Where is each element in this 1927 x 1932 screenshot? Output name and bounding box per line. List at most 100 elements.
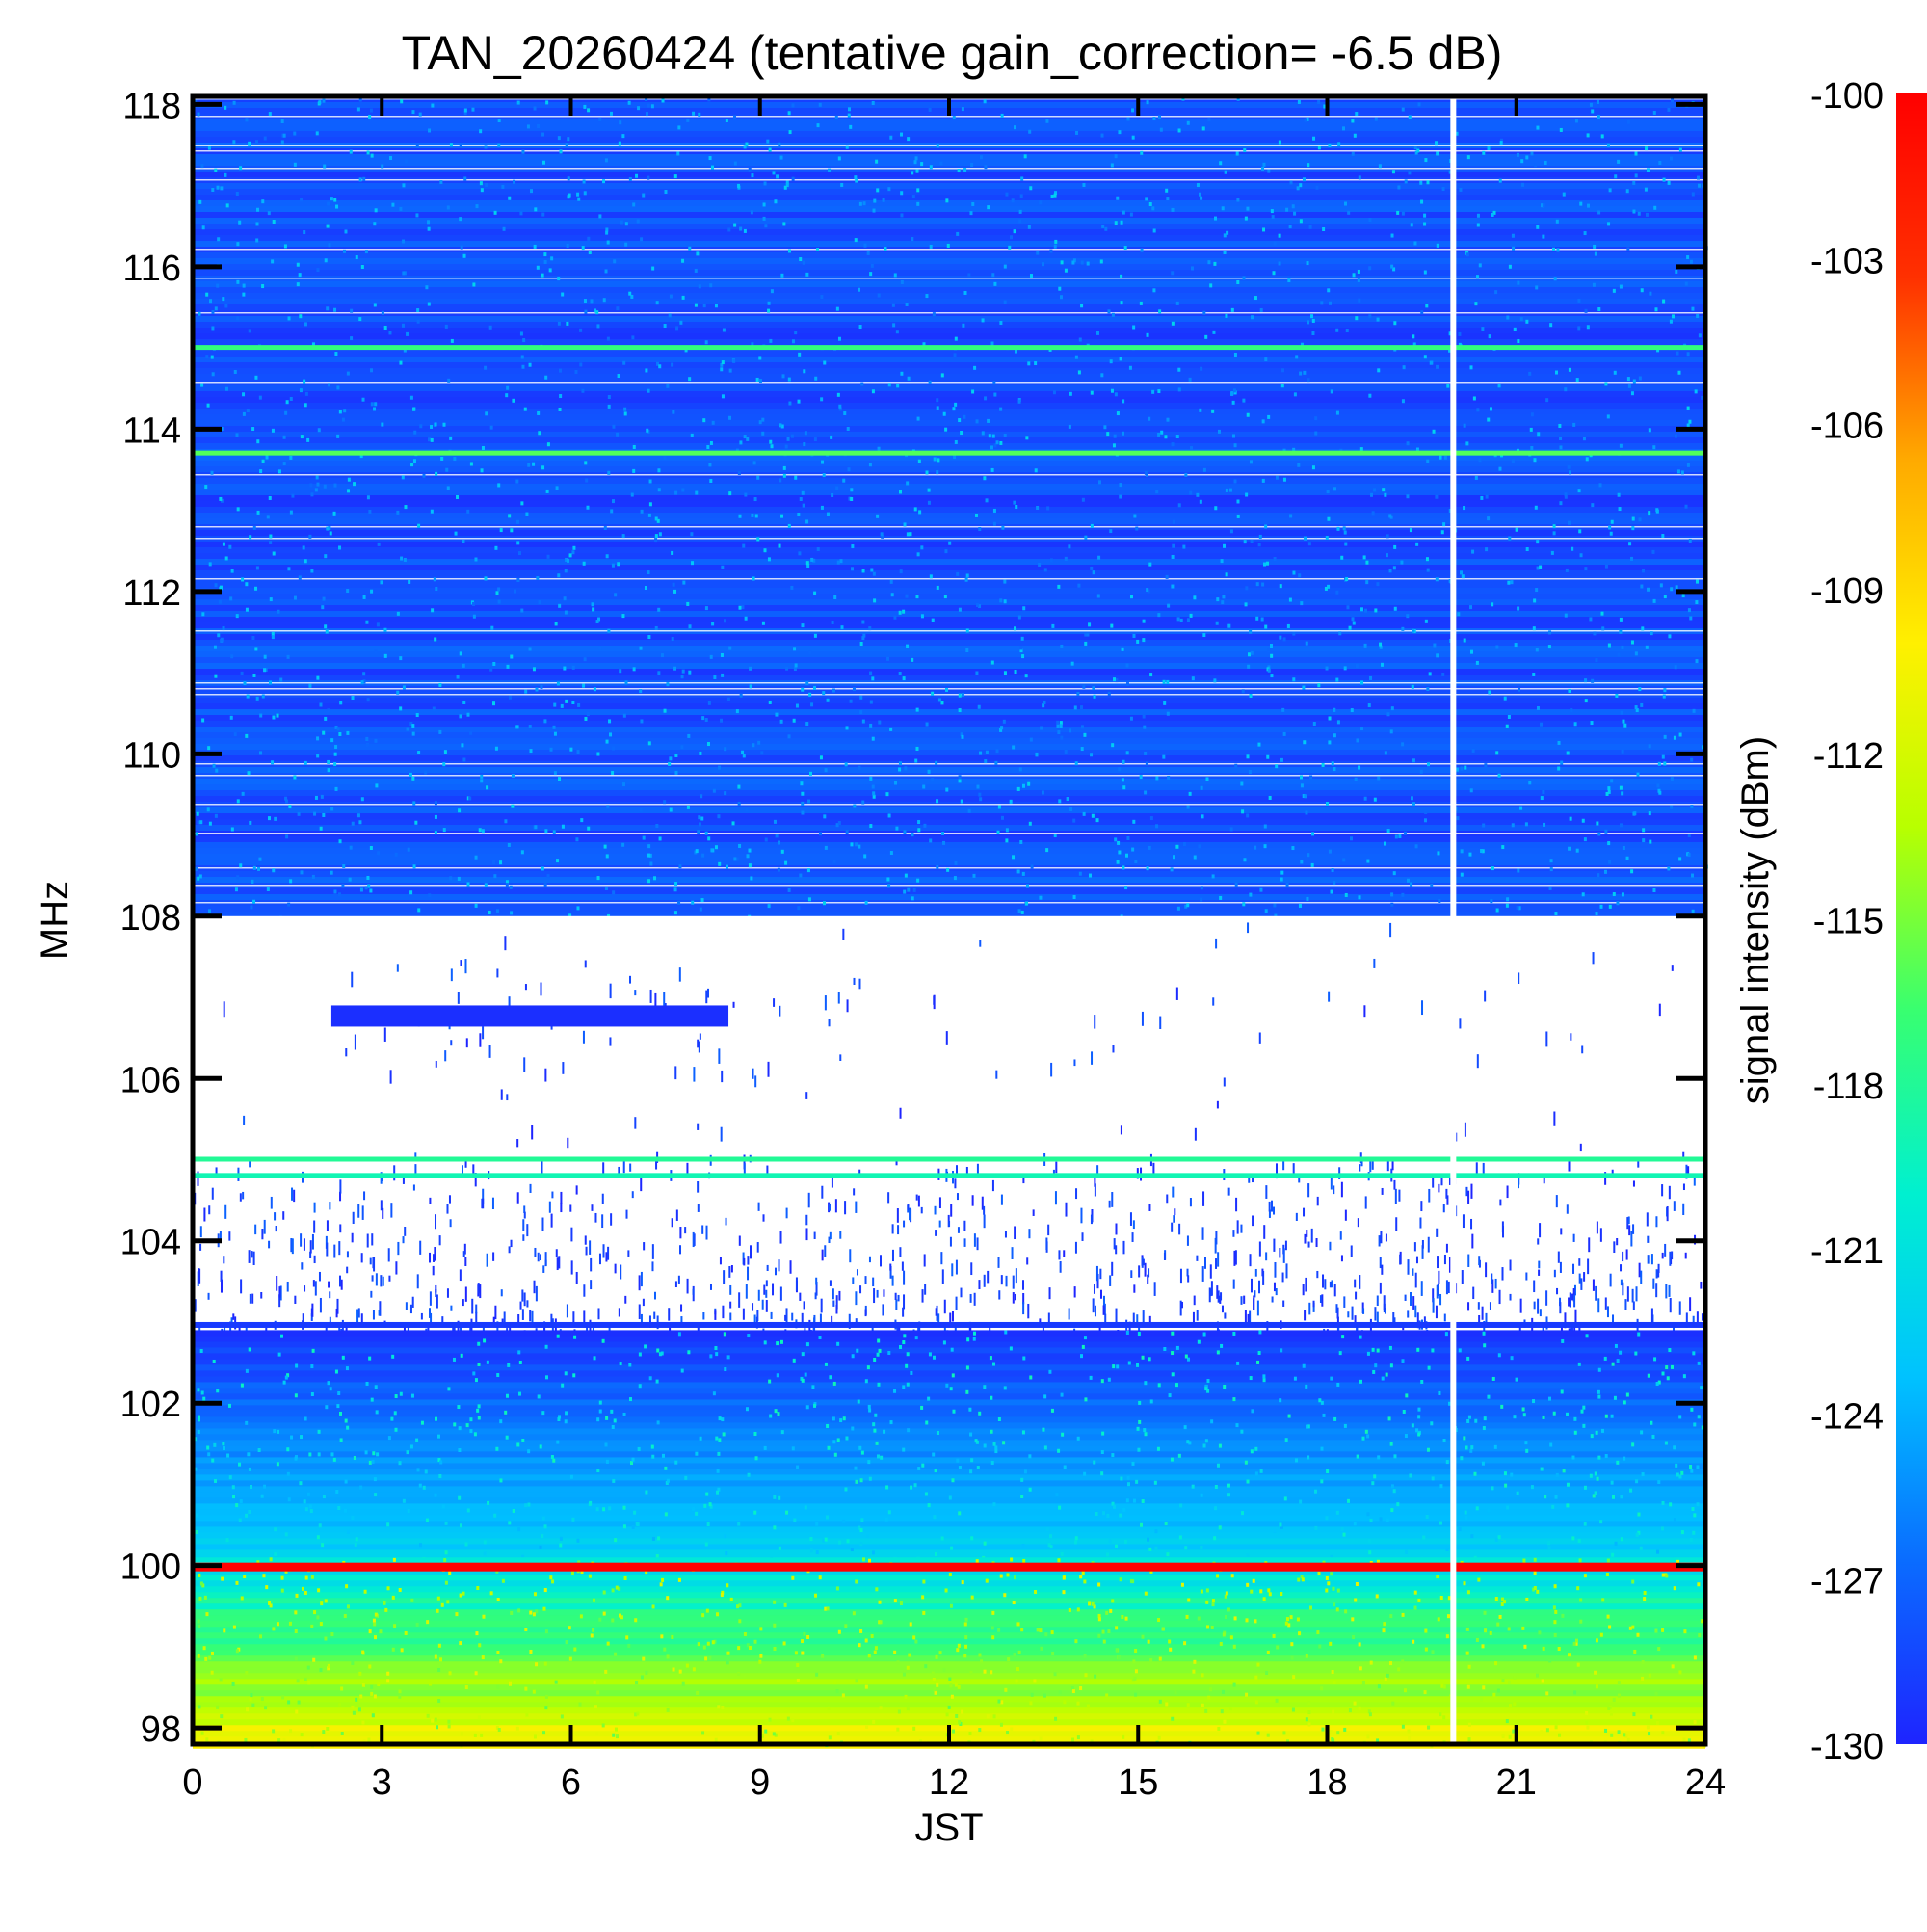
noise-speckle [1471, 748, 1475, 753]
noise-speckle [265, 455, 269, 460]
noise-speckle [1687, 608, 1691, 613]
noise-speckle [1157, 389, 1161, 394]
noise-mark [504, 936, 507, 951]
noise-speckle [483, 1338, 487, 1343]
noise-speckle [1149, 816, 1153, 821]
noise-speckle [366, 698, 370, 702]
band-row [193, 1393, 1705, 1400]
noise-mark [832, 1300, 835, 1307]
noise-speckle [1458, 1526, 1462, 1531]
noise-speckle [459, 714, 462, 719]
noise-speckle [1365, 580, 1369, 585]
noise-speckle [1442, 522, 1446, 527]
noise-speckle [598, 118, 602, 122]
noise-speckle [1423, 355, 1427, 359]
noise-speckle [477, 1416, 481, 1420]
noise-speckle [723, 1332, 726, 1337]
noise-speckle [1122, 865, 1125, 870]
noise-speckle [1059, 721, 1063, 726]
noise-speckle [1561, 1613, 1565, 1618]
noise-speckle [510, 911, 514, 915]
noise-mark [522, 1219, 525, 1231]
noise-speckle [554, 622, 558, 626]
noise-speckle [645, 96, 648, 101]
noise-speckle [958, 1511, 962, 1516]
noise-mark [763, 1284, 766, 1295]
noise-speckle [1474, 302, 1478, 306]
noise-speckle [990, 1429, 993, 1434]
band-row [193, 461, 1705, 467]
noise-speckle [1542, 1415, 1545, 1419]
noise-speckle [1280, 1524, 1283, 1529]
noise-speckle [512, 1508, 515, 1513]
noise-speckle [347, 489, 351, 493]
noise-speckle [1009, 799, 1013, 804]
noise-speckle [1638, 517, 1642, 522]
noise-speckle [247, 1452, 251, 1457]
noise-speckle [1088, 873, 1092, 878]
noise-speckle [1591, 503, 1595, 508]
noise-mark [722, 1305, 725, 1319]
noise-speckle [286, 1373, 290, 1378]
noise-speckle [501, 184, 505, 189]
noise-speckle [748, 1553, 752, 1558]
noise-speckle [1068, 424, 1071, 429]
noise-mark [1258, 1241, 1261, 1257]
noise-mark [1655, 1283, 1658, 1298]
noise-mark [1646, 1212, 1649, 1227]
noise-speckle [927, 500, 931, 505]
noise-speckle [860, 382, 864, 386]
noise-mark [1485, 1262, 1488, 1278]
noise-mark [629, 975, 632, 984]
noise-speckle [1347, 1498, 1351, 1503]
noise-speckle [1580, 1409, 1584, 1414]
noise-mark [1518, 1176, 1520, 1189]
noise-speckle [391, 1354, 395, 1359]
noise-speckle [1577, 326, 1581, 331]
noise-speckle [1234, 763, 1238, 768]
band-row [193, 1382, 1705, 1389]
noise-speckle [604, 1442, 608, 1447]
noise-speckle [979, 751, 983, 755]
noise-mark [300, 1233, 303, 1247]
noise-speckle [1093, 1460, 1096, 1465]
noise-mark [995, 1070, 998, 1079]
band-row [193, 1359, 1705, 1365]
noise-speckle [398, 1461, 402, 1466]
noise-speckle [793, 667, 797, 672]
noise-speckle [576, 1538, 580, 1543]
noise-mark [1263, 1225, 1266, 1239]
noise-mark [956, 1193, 959, 1201]
noise-speckle [749, 684, 752, 689]
noise-speckle [195, 866, 198, 871]
noise-speckle [1114, 837, 1118, 842]
noise-speckle [1197, 1339, 1201, 1344]
noise-speckle [674, 882, 678, 887]
noise-mark [601, 1214, 604, 1229]
noise-speckle [836, 1341, 840, 1346]
noise-speckle [284, 796, 288, 801]
noise-speckle [449, 436, 453, 440]
gap-line [193, 694, 1705, 696]
noise-speckle [1157, 1618, 1161, 1623]
noise-speckle [252, 525, 256, 530]
noise-speckle [1245, 1618, 1249, 1623]
noise-speckle [1582, 1405, 1586, 1410]
noise-mark [1310, 1228, 1313, 1243]
noise-mark [1095, 1265, 1098, 1282]
noise-speckle [525, 512, 529, 516]
noise-speckle [1228, 488, 1232, 492]
noise-mark [1336, 1307, 1339, 1319]
noise-mark [433, 1254, 436, 1262]
noise-speckle [672, 582, 675, 587]
noise-speckle [1200, 366, 1203, 371]
band-row [193, 605, 1705, 612]
noise-mark [765, 1299, 768, 1312]
noise-speckle [887, 884, 891, 888]
noise-speckle [810, 557, 814, 562]
noise-speckle [824, 845, 828, 850]
noise-speckle [351, 696, 355, 701]
noise-speckle [304, 1507, 308, 1512]
noise-mark [460, 1322, 462, 1337]
noise-speckle [1482, 1426, 1486, 1431]
